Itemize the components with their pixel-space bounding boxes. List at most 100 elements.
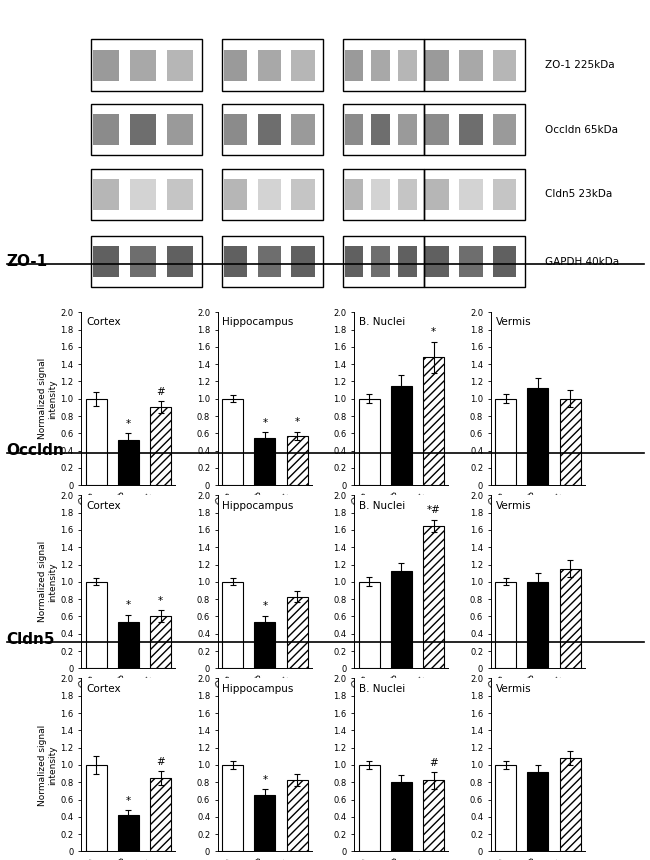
Bar [287,436,307,485]
Bar [459,114,482,145]
Text: *: * [263,775,267,785]
Bar [344,50,363,81]
Bar [257,114,281,145]
Text: Occldn: Occldn [6,443,64,458]
Bar [224,246,248,277]
Bar [371,179,390,210]
Bar [150,778,171,851]
Bar [118,815,139,851]
Bar [495,765,516,851]
Text: *: * [294,417,300,427]
Bar [222,169,323,220]
Bar [359,765,380,851]
Bar [167,50,193,81]
Bar [424,104,525,156]
Bar [426,114,449,145]
Bar [343,236,424,287]
Text: GAPDH 40kDa: GAPDH 40kDa [545,257,619,267]
Text: #: # [429,758,438,767]
Text: ZO-1 225kDa: ZO-1 225kDa [545,60,614,71]
Bar [343,104,424,156]
Bar [398,114,417,145]
Bar [254,438,276,485]
Text: *: * [125,419,131,429]
Bar [93,50,119,81]
Bar [91,40,202,91]
Text: Vermis: Vermis [495,501,531,511]
Bar [257,50,281,81]
Bar [287,780,307,851]
Bar [391,783,412,851]
Bar [459,246,482,277]
Bar [222,104,323,156]
Bar [493,246,516,277]
Bar [423,781,444,851]
Bar [391,386,412,485]
Text: B. Nuclei: B. Nuclei [359,317,405,328]
Text: *: * [158,596,163,606]
Text: B. Nuclei: B. Nuclei [359,684,405,694]
Bar [254,796,276,851]
Bar [426,246,449,277]
Bar [459,50,482,81]
Bar [291,246,315,277]
Bar [426,179,449,210]
Text: Cortex: Cortex [86,684,121,694]
Bar [91,169,202,220]
Text: Cldn5 23kDa: Cldn5 23kDa [545,189,612,200]
Text: Vermis: Vermis [495,317,531,328]
Bar [527,389,549,485]
Bar [291,50,315,81]
Bar [222,765,243,851]
Bar [91,104,202,156]
Bar [343,40,424,91]
Bar [398,246,417,277]
Bar [560,568,580,668]
Text: Cldn5: Cldn5 [6,632,55,647]
Bar [257,246,281,277]
Bar [391,571,412,668]
Text: *: * [263,418,267,428]
Text: ZO-1: ZO-1 [6,254,47,268]
Bar [222,582,243,668]
Bar [224,179,248,210]
Bar [344,114,363,145]
Text: Hippocampus: Hippocampus [222,317,294,328]
Bar [291,114,315,145]
Bar [93,246,119,277]
Bar [167,114,193,145]
Bar [359,399,380,485]
Bar [167,179,193,210]
Bar [224,50,248,81]
Text: *#: *# [427,505,441,515]
Bar [91,236,202,287]
Bar [150,408,171,485]
Bar [493,50,516,81]
Bar [222,236,323,287]
Bar [130,179,156,210]
Text: #: # [156,387,165,397]
Bar [118,622,139,668]
Bar [222,399,243,485]
Bar [150,617,171,668]
Bar [222,40,323,91]
Text: #: # [156,757,165,766]
Bar [86,399,107,485]
Bar [344,179,363,210]
Bar [257,179,281,210]
Bar [86,765,107,851]
Bar [371,246,390,277]
Bar [343,169,424,220]
Bar [86,582,107,668]
Bar [495,582,516,668]
Bar [130,114,156,145]
Text: *: * [431,328,436,337]
Bar [371,114,390,145]
Y-axis label: Normalized signal
intensity: Normalized signal intensity [38,724,58,806]
Bar [93,179,119,210]
Bar [398,50,417,81]
Bar [424,169,525,220]
Bar [560,399,580,485]
Bar [167,246,193,277]
Text: Hippocampus: Hippocampus [222,501,294,511]
